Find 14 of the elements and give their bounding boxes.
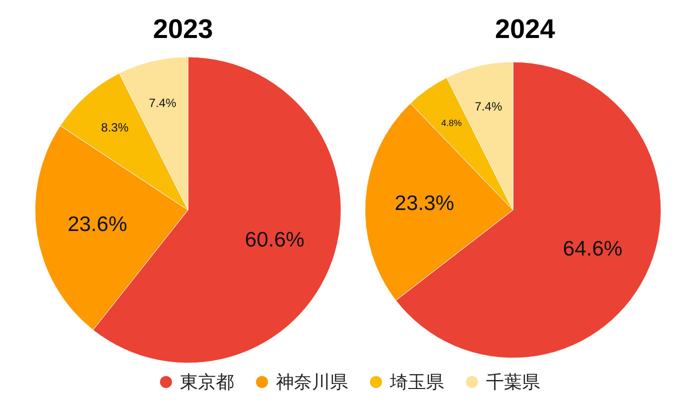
data-label: 23.6% xyxy=(68,213,128,236)
legend-label: 神奈川県 xyxy=(276,371,348,394)
data-label: 7.4% xyxy=(148,96,177,110)
legend-label: 東京都 xyxy=(180,371,234,394)
chart-title: 2023 xyxy=(152,14,214,45)
legend-label: 埼玉県 xyxy=(390,371,444,394)
chart-title: 2024 xyxy=(494,14,556,45)
data-label: 8.3% xyxy=(101,120,129,135)
data-label: 60.6% xyxy=(244,228,304,252)
data-label: 7.4% xyxy=(474,99,502,114)
legend-label: 千葉県 xyxy=(486,371,540,394)
data-label: 4.8% xyxy=(441,118,462,128)
data-label: 23.3% xyxy=(394,192,454,215)
data-label: 64.6% xyxy=(562,238,622,261)
